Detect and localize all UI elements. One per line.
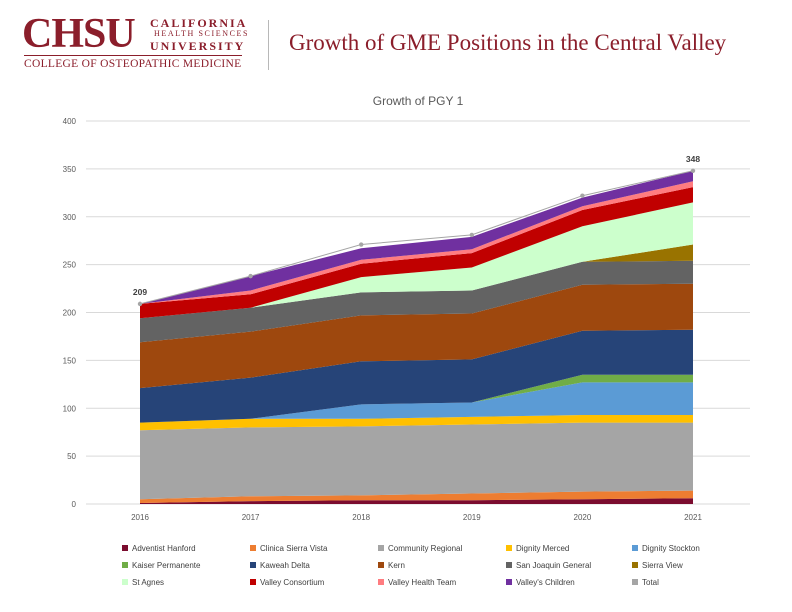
data-label: 348 [686,154,700,164]
total-point [137,301,143,307]
x-tick-label: 2017 [242,513,260,522]
logo-rule [24,55,242,56]
logo-line-university: UNIVERSITY [150,39,246,53]
chsu-logo: CHSU CALIFORNIA HEALTH SCIENCES UNIVERSI… [22,11,252,74]
y-tick-label: 0 [72,500,77,509]
legend-item-community-regional: Community Regional [378,540,462,556]
legend-label: Valley Health Team [388,577,457,587]
series-area-kaiser-permanente [140,374,693,423]
legend-item-san-joaquin-general: San Joaquin General [506,557,591,573]
y-tick-label: 100 [63,404,77,413]
logo-line-california: CALIFORNIA [150,16,248,30]
x-tick-label: 2018 [352,513,370,522]
logo-line-health-sciences: HEALTH SCIENCES [154,29,250,38]
total-point [359,242,364,247]
y-tick-label: 350 [63,165,77,174]
legend-label: Community Regional [388,543,463,553]
legend-item-clinica-sierra-vista: Clinica Sierra Vista [250,540,327,556]
series-area-clinica-sierra-vista [140,490,693,503]
series-line-total [139,170,694,305]
legend-item-dignity-merced: Dignity Merced [506,540,569,556]
legend-label: San Joaquin General [516,560,592,570]
legend-item-sierra-view: Sierra View [632,557,683,573]
legend-label: Sierra View [642,560,683,570]
legend-label: Kaweah Delta [260,560,310,570]
legend-swatch [506,579,512,585]
legend-item-valley-health-team: Valley Health Team [378,574,456,590]
legend-label: Valley's Children [516,577,575,587]
series-area-kaweah-delta [140,329,693,423]
legend-swatch [122,579,128,585]
total-point [580,193,585,198]
legend-swatch [632,562,638,568]
legend-label: Total [642,577,659,587]
series-area-community-regional [140,422,693,500]
legend-label: St Agnes [132,577,165,587]
legend-label: Kern [388,560,405,570]
series-area-st-agnes [140,202,693,319]
legend-label: Dignity Stockton [642,543,700,553]
legend-swatch [122,545,128,551]
series-area-dignity-stockton [140,382,693,423]
y-tick-label: 400 [63,117,77,126]
logo-wordmark: CHSU [22,11,136,57]
legend-item-valley-consortium: Valley Consortium [250,574,324,590]
legend-item-adventist-hanford: Adventist Hanford [122,540,196,556]
legend-item-dignity-stockton: Dignity Stockton [632,540,700,556]
legend-swatch [122,562,128,568]
y-tick-label: 50 [67,452,76,461]
header-divider [268,20,269,70]
total-point [690,168,696,173]
legend-item-st-agnes: St Agnes [122,574,164,590]
x-tick-label: 2016 [131,513,149,522]
legend-swatch [506,562,512,568]
chart-title: Growth of PGY 1 [373,94,464,108]
series-area-dignity-merced [140,415,693,431]
legend-item-kern: Kern [378,557,405,573]
x-tick-label: 2021 [684,513,702,522]
header: CHSU CALIFORNIA HEALTH SCIENCES UNIVERSI… [0,0,792,80]
total-point [248,273,253,279]
legend-swatch [632,545,638,551]
series-area-kern [140,283,693,389]
legend-item-kaiser-permanente: Kaiser Permanente [122,557,200,573]
logo-college: COLLEGE OF OSTEOPATHIC MEDICINE [24,58,242,70]
legend-swatch [632,579,638,585]
legend-swatch [250,562,256,568]
legend-swatch [506,545,512,551]
legend-item-valley-s-children: Valley's Children [506,574,575,590]
series-area-valley-consortium [140,187,693,319]
legend-item-kaweah-delta: Kaweah Delta [250,557,310,573]
x-tick-label: 2020 [574,513,592,522]
y-tick-label: 250 [63,261,77,270]
chart-legend: Adventist Hanford Clinica Sierra Vista Com… [122,540,742,594]
series-area-adventist-hanford [140,498,693,504]
legend-swatch [250,579,256,585]
legend-label: Dignity Merced [516,543,570,553]
legend-swatch [250,545,256,551]
legend-item-total: Total [632,574,659,590]
y-tick-label: 150 [63,356,77,365]
y-tick-label: 300 [63,213,77,222]
series-area-san-joaquin-general [140,260,693,343]
legend-swatch [378,545,384,551]
legend-label: Clinica Sierra Vista [260,543,328,553]
data-label: 209 [133,287,147,297]
series-area-valley-s-children [140,170,693,304]
legend-swatch [378,562,384,568]
x-tick-label: 2019 [463,513,481,522]
legend-label: Adventist Hanford [132,543,196,553]
total-point [469,232,474,238]
slide-title: Growth of GME Positions in the Central V… [289,30,727,55]
legend-label: Valley Consortium [260,577,325,587]
y-tick-label: 200 [63,309,77,318]
legend-label: Kaiser Permanente [132,560,201,570]
legend-swatch [378,579,384,585]
